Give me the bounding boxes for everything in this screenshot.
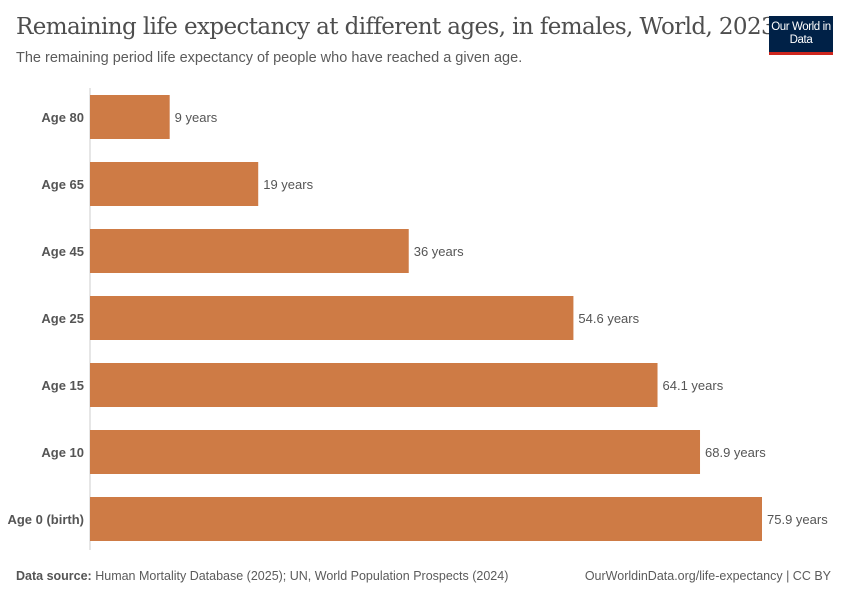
value-label: 19 years bbox=[263, 177, 313, 192]
source-url-link[interactable]: OurWorldinData.org/life-expectancy | CC … bbox=[584, 569, 831, 583]
category-label: Age 15 bbox=[41, 378, 84, 393]
bar[interactable] bbox=[90, 296, 574, 340]
category-label: Age 65 bbox=[41, 177, 84, 192]
logo-text: Our World in Data bbox=[771, 21, 831, 46]
value-label: 36 years bbox=[414, 244, 464, 259]
bar[interactable] bbox=[90, 95, 170, 139]
source-text: Human Mortality Database (2025); UN, Wor… bbox=[95, 569, 509, 583]
value-label: 75.9 years bbox=[767, 512, 828, 527]
bar[interactable] bbox=[90, 363, 658, 407]
bar[interactable] bbox=[90, 229, 409, 273]
bar[interactable] bbox=[90, 497, 762, 541]
owid-logo[interactable]: Our World in Data bbox=[769, 16, 833, 55]
category-label: Age 10 bbox=[41, 445, 84, 460]
value-label: 9 years bbox=[175, 110, 218, 125]
category-label: Age 25 bbox=[41, 311, 84, 326]
data-source: Data source: Human Mortality Database (2… bbox=[16, 569, 508, 583]
category-label: Age 0 (birth) bbox=[7, 512, 84, 527]
bar[interactable] bbox=[90, 430, 701, 474]
bar[interactable] bbox=[90, 162, 259, 206]
value-label: 64.1 years bbox=[663, 378, 724, 393]
value-label: 54.6 years bbox=[578, 311, 639, 326]
value-label: 68.9 years bbox=[705, 445, 766, 460]
category-label: Age 45 bbox=[41, 244, 84, 259]
source-label: Data source: bbox=[16, 569, 92, 583]
chart-title: Remaining life expectancy at different a… bbox=[16, 14, 776, 40]
chart-subtitle: The remaining period life expectancy of … bbox=[16, 50, 523, 66]
category-label: Age 80 bbox=[41, 110, 84, 125]
